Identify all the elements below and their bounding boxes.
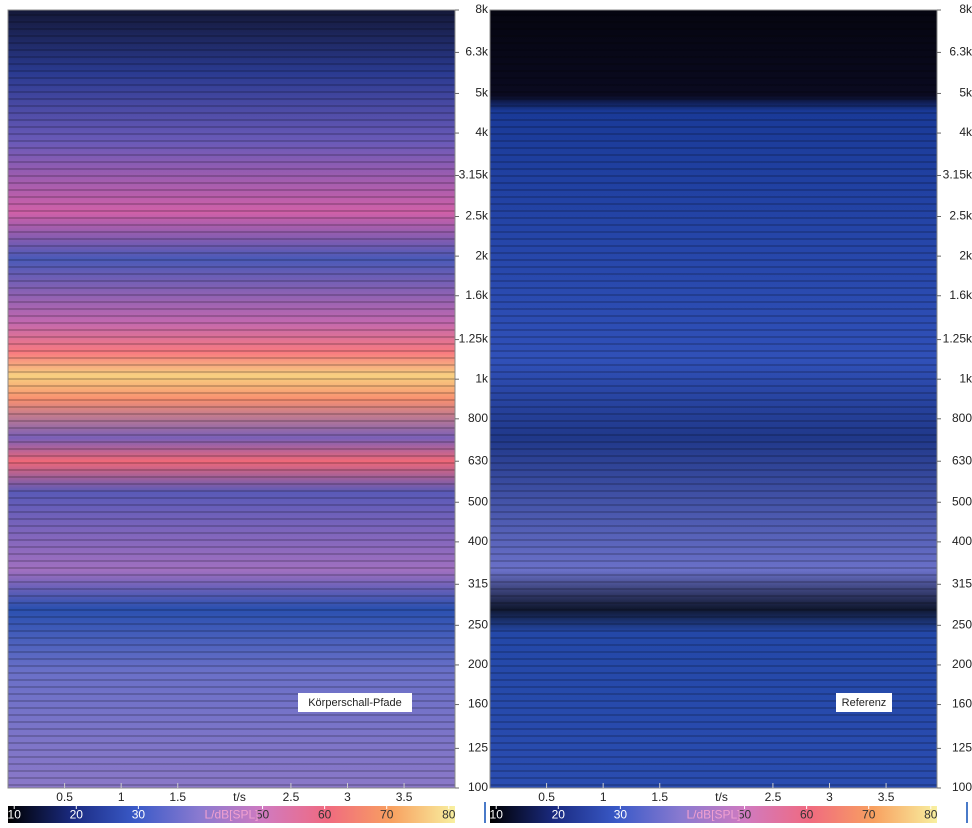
y-tick-label: 5k	[475, 86, 489, 100]
y-tick-label: 1k	[475, 371, 489, 385]
x-tick-label: 1	[118, 790, 125, 804]
y-tick-label: 2.5k	[465, 209, 489, 223]
y-tick-label: 1k	[959, 371, 972, 385]
y-tick-label: 400	[468, 534, 488, 548]
x-tick-label: 1.5	[651, 790, 668, 804]
y-tick-label: 500	[468, 494, 488, 508]
y-tick-label: 4k	[959, 125, 972, 139]
y-tick-label: 400	[952, 534, 972, 548]
x-tick-label: 3.5	[396, 790, 413, 804]
x-tick-label: 0.5	[538, 790, 555, 804]
x-tick-label: 1	[600, 790, 607, 804]
colorbar-tick-label: 30	[132, 808, 146, 822]
y-tick-label: 3.15k	[943, 168, 972, 182]
colorbar-tick-label: 10	[490, 808, 504, 822]
y-tick-label: 200	[952, 657, 972, 671]
y-tick-label: 250	[468, 617, 488, 631]
y-tick-label: 8k	[475, 2, 489, 16]
colorbar-label: L/dB[SPL]	[204, 808, 258, 822]
colorbar-tick-label: 20	[552, 808, 566, 822]
y-tick-label: 315	[468, 576, 488, 590]
colorbar-tick-label: 10	[8, 808, 22, 822]
y-tick-label: 6.3k	[465, 45, 489, 59]
y-tick-label: 1.25k	[459, 332, 489, 346]
colorbar-tick-label: 60	[318, 808, 332, 822]
plot-frame	[489, 9, 938, 789]
y-tick-label: 800	[468, 411, 488, 425]
colorbar-tick-label: 60	[800, 808, 814, 822]
y-tick-label: 8k	[959, 2, 972, 16]
y-tick-label: 630	[468, 453, 488, 467]
y-tick-label: 500	[952, 494, 972, 508]
colorbar-tick-label: 70	[380, 808, 394, 822]
x-tick-label: 3	[826, 790, 833, 804]
colorbar-tick-label: 80	[442, 808, 456, 822]
y-tick-label: 125	[468, 741, 488, 755]
plot-frame	[7, 9, 456, 789]
y-tick-label: 100	[468, 780, 488, 794]
x-tick-label: 3	[344, 790, 351, 804]
y-tick-label: 800	[952, 411, 972, 425]
x-axis-label: t/s	[233, 790, 246, 804]
colorbar-label: L/dB[SPL]	[686, 808, 740, 822]
annotation-box	[298, 693, 412, 712]
y-tick-label: 1.6k	[465, 288, 489, 302]
y-tick-label: 2k	[959, 248, 972, 262]
x-tick-label: 1.5	[169, 790, 186, 804]
y-tick-label: 200	[468, 657, 488, 671]
annotation: Körperschall-Pfade	[308, 697, 402, 709]
y-tick-label: 125	[952, 741, 972, 755]
spectrogram-texture	[8, 10, 455, 788]
y-tick-label: 1.25k	[943, 332, 972, 346]
y-tick-label: 3.15k	[459, 168, 489, 182]
colorbar-tick-label: 80	[924, 808, 938, 822]
y-tick-label: 315	[952, 576, 972, 590]
x-tick-label: 2.5	[765, 790, 782, 804]
y-tick-label: 160	[468, 697, 488, 711]
y-tick-label: 1.6k	[949, 288, 972, 302]
x-tick-label: 0.5	[56, 790, 73, 804]
annotation: Referenz	[842, 697, 887, 709]
x-tick-label: 3.5	[878, 790, 895, 804]
y-tick-label: 250	[952, 617, 972, 631]
y-tick-label: 2k	[475, 248, 489, 262]
x-tick-label: 2.5	[283, 790, 300, 804]
y-tick-label: 630	[952, 453, 972, 467]
x-axis-label: t/s	[715, 790, 728, 804]
colorbar-tick-label: 70	[862, 808, 876, 822]
colorbar-tick-label: 20	[70, 808, 84, 822]
annotation-box	[836, 693, 892, 712]
y-tick-label: 5k	[959, 86, 972, 100]
colorbar	[8, 806, 455, 823]
spectrogram-texture	[490, 10, 937, 788]
y-tick-label: 6.3k	[949, 45, 972, 59]
colorbar-tick-label: 50	[256, 808, 270, 822]
colorbar-tick-label: 30	[614, 808, 628, 822]
colorbar	[490, 806, 937, 823]
y-tick-label: 2.5k	[949, 209, 972, 223]
y-tick-label: 4k	[475, 125, 489, 139]
colorbar-tick-label: 50	[738, 808, 752, 822]
y-tick-label: 160	[952, 697, 972, 711]
y-tick-label: 100	[952, 780, 972, 794]
